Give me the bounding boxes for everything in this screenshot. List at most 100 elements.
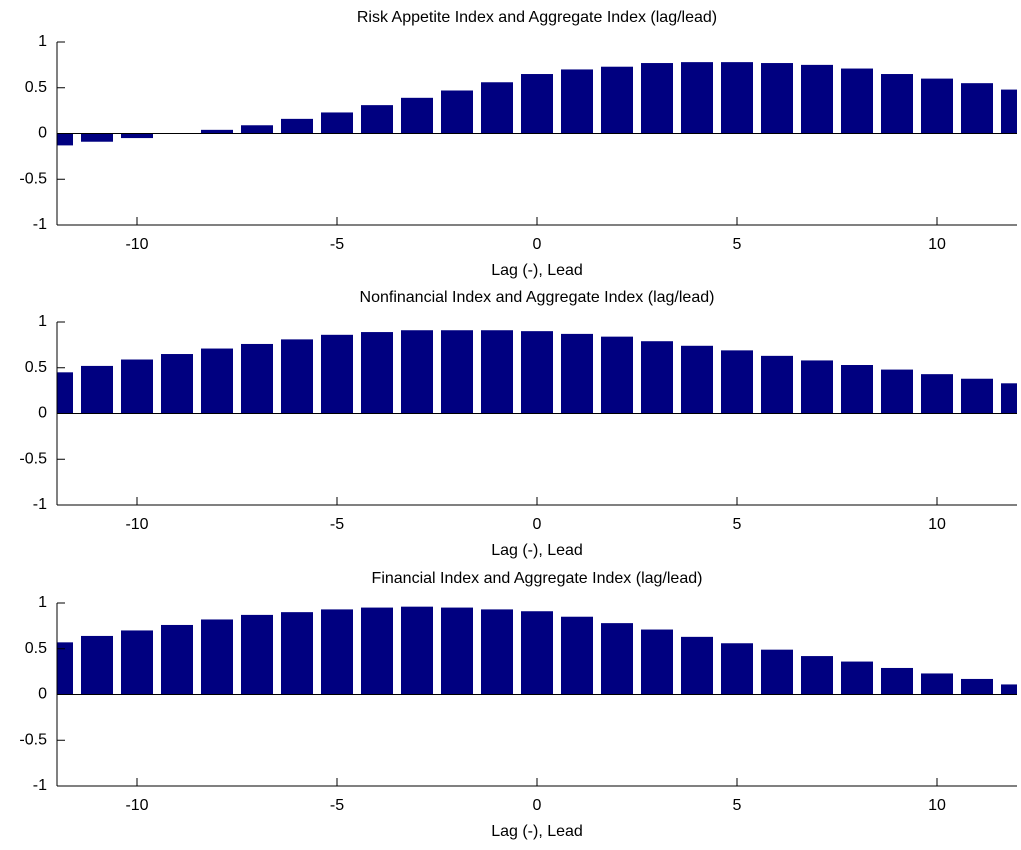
bar: [361, 332, 393, 414]
x-tick-label: 5: [733, 516, 742, 533]
bar: [961, 378, 993, 414]
y-tick-label: -1: [33, 496, 47, 513]
bar: [681, 345, 713, 414]
bar: [281, 118, 313, 134]
x-tick-label: 5: [733, 797, 742, 814]
x-tick-label: 10: [928, 236, 946, 253]
y-tick-label: 1: [38, 313, 47, 330]
y-tick-label: 0: [38, 686, 47, 703]
x-tick-label: 0: [533, 516, 542, 533]
plot-area: [57, 330, 1017, 414]
bar: [57, 133, 73, 146]
bar: [321, 609, 353, 695]
bar: [81, 133, 113, 142]
bar: [481, 82, 513, 134]
bar: [57, 642, 73, 695]
bar: [601, 623, 633, 695]
x-tick-label: 5: [733, 236, 742, 253]
y-tick-label: 0: [38, 125, 47, 142]
bar: [681, 62, 713, 134]
bar: [201, 348, 233, 414]
bar: [241, 614, 273, 695]
bar: [1001, 684, 1017, 695]
bar: [481, 330, 513, 414]
y-tick-label: 0: [38, 405, 47, 422]
bar: [921, 673, 953, 695]
y-tick-label: -1: [33, 216, 47, 233]
y-tick-label: -1: [33, 777, 47, 794]
bar: [401, 606, 433, 695]
bar: [801, 656, 833, 695]
y-tick-label: 0.5: [25, 79, 47, 96]
chart-title: Nonfinancial Index and Aggregate Index (…: [360, 289, 715, 306]
bar: [681, 636, 713, 695]
x-tick-label: -10: [125, 797, 148, 814]
bar: [121, 133, 153, 139]
bar: [961, 83, 993, 134]
bar: [961, 678, 993, 695]
y-tick-label: -0.5: [19, 450, 47, 467]
bar: [801, 360, 833, 414]
bar: [641, 341, 673, 414]
bar: [921, 78, 953, 134]
bar: [641, 63, 673, 134]
y-tick-label: 1: [38, 594, 47, 611]
bar: [561, 69, 593, 134]
x-tick-label: -10: [125, 236, 148, 253]
plot-area: [57, 606, 1017, 695]
bar: [561, 333, 593, 414]
bar: [601, 336, 633, 414]
bar: [321, 112, 353, 134]
bar: [321, 334, 353, 414]
chart-title: Financial Index and Aggregate Index (lag…: [372, 570, 703, 587]
x-axis-label: Lag (-), Lead: [491, 542, 583, 559]
bar: [841, 365, 873, 414]
bar: [441, 90, 473, 134]
bar: [401, 97, 433, 134]
x-tick-label: 0: [533, 797, 542, 814]
bar: [761, 355, 793, 414]
bar: [761, 63, 793, 134]
bar: [161, 624, 193, 695]
y-tick-label: 1: [38, 33, 47, 50]
bar: [641, 629, 673, 695]
bar: [881, 74, 913, 134]
y-tick-label: 0.5: [25, 359, 47, 376]
bar: [881, 667, 913, 695]
bar: [1001, 383, 1017, 414]
y-tick-label: -0.5: [19, 170, 47, 187]
bar: [881, 369, 913, 414]
bar: [441, 330, 473, 414]
bar: [721, 643, 753, 695]
bar: [561, 616, 593, 695]
y-tick-label: -0.5: [19, 731, 47, 748]
bar: [241, 125, 273, 134]
x-tick-label: -5: [330, 516, 344, 533]
bar: [161, 354, 193, 414]
bar: [801, 64, 833, 134]
x-tick-label: -5: [330, 797, 344, 814]
bar: [121, 630, 153, 695]
bar: [57, 372, 73, 414]
bar: [241, 343, 273, 414]
bar: [361, 105, 393, 134]
bar: [481, 609, 513, 695]
x-tick-label: 0: [533, 236, 542, 253]
bar: [601, 66, 633, 134]
bar: [81, 635, 113, 695]
chart-title: Risk Appetite Index and Aggregate Index …: [357, 9, 717, 26]
x-tick-label: -10: [125, 516, 148, 533]
x-tick-label: 10: [928, 797, 946, 814]
y-tick-label: 0.5: [25, 640, 47, 657]
x-tick-label: 10: [928, 516, 946, 533]
bar: [81, 365, 113, 414]
bar: [721, 350, 753, 414]
x-axis-label: Lag (-), Lead: [491, 823, 583, 840]
bar: [281, 612, 313, 695]
bar: [281, 339, 313, 414]
x-axis-label: Lag (-), Lead: [491, 262, 583, 279]
bar: [361, 607, 393, 695]
bar: [921, 374, 953, 414]
bar: [201, 129, 233, 134]
